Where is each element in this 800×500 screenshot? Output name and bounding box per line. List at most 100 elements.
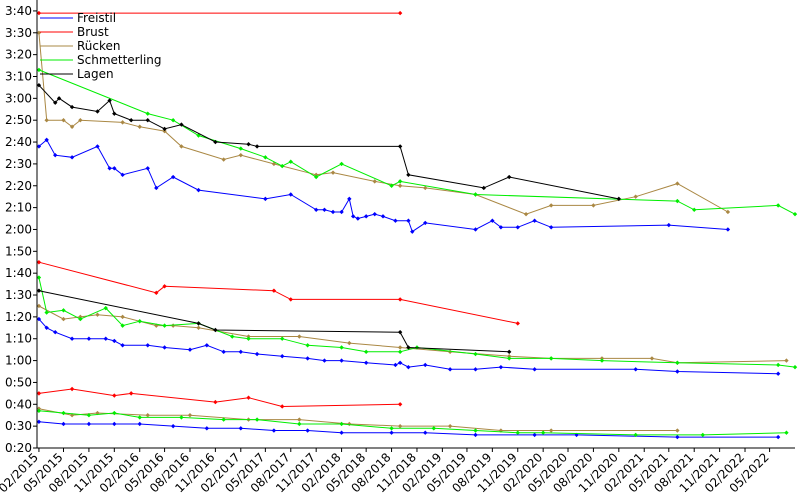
data-point [36, 419, 42, 424]
data-point [61, 117, 66, 123]
data-point [397, 345, 403, 350]
data-point [238, 152, 243, 158]
data-point [633, 367, 638, 372]
data-point [675, 198, 680, 204]
data-point [95, 312, 100, 317]
data-point [515, 430, 520, 435]
data-point [363, 360, 369, 365]
data-point [473, 432, 478, 438]
data-point [498, 225, 504, 230]
y-tick-label: 3:10 [5, 69, 32, 83]
data-point [355, 216, 361, 221]
data-point [44, 325, 49, 331]
data-point [69, 124, 75, 129]
data-point [313, 174, 319, 180]
data-point [473, 351, 478, 357]
data-point [69, 386, 75, 392]
y-tick-label: 1:30 [5, 288, 32, 302]
data-point [36, 288, 42, 293]
data-point [154, 290, 159, 296]
data-point [389, 183, 394, 188]
y-tick-label: 1:10 [5, 332, 32, 346]
data-point [305, 428, 310, 433]
series-line [38, 277, 796, 368]
data-point [523, 211, 529, 217]
data-point [36, 10, 42, 16]
data-point [112, 338, 117, 344]
data-point [633, 194, 638, 199]
data-point [389, 426, 394, 431]
series-4 [36, 83, 622, 355]
data-point [271, 428, 277, 433]
data-point [784, 358, 789, 363]
data-point [187, 413, 193, 418]
data-point [397, 297, 403, 302]
data-point [548, 428, 554, 433]
data-point [532, 367, 537, 372]
data-point [616, 196, 622, 202]
data-point [288, 192, 293, 197]
data-point [246, 142, 251, 147]
legend-label: Lagen [77, 67, 114, 81]
data-point [145, 413, 150, 418]
data-point [675, 369, 680, 374]
data-point [288, 297, 293, 302]
data-point [548, 356, 554, 361]
data-point [280, 336, 285, 341]
data-point [792, 364, 798, 370]
data-point [473, 227, 478, 232]
data-point [397, 329, 403, 335]
series-line [38, 388, 401, 408]
data-point [339, 430, 344, 435]
data-point [649, 356, 655, 361]
data-point [95, 109, 100, 114]
data-point [675, 360, 680, 365]
data-point [297, 421, 302, 427]
data-point [238, 146, 243, 151]
data-point [397, 360, 403, 365]
data-point [784, 430, 789, 435]
data-point [254, 144, 260, 149]
data-point [179, 415, 184, 420]
data-point [380, 214, 386, 219]
data-point [397, 402, 403, 407]
data-point [170, 174, 176, 180]
series-line [38, 32, 729, 215]
data-point [61, 421, 66, 427]
data-point [372, 211, 377, 217]
data-point [431, 426, 437, 431]
data-point [162, 345, 167, 350]
data-point [633, 432, 638, 438]
data-point [280, 404, 285, 409]
data-point [86, 413, 92, 418]
data-point [347, 340, 352, 346]
data-point [305, 343, 310, 348]
data-point [107, 166, 112, 171]
data-point [410, 229, 415, 234]
data-point [423, 220, 428, 226]
data-point [339, 358, 344, 363]
data-point [692, 207, 697, 212]
y-tick-label: 3:00 [5, 91, 32, 105]
data-point [280, 163, 285, 169]
data-point [36, 275, 42, 280]
data-point [339, 345, 344, 350]
data-point [112, 410, 117, 416]
data-point [36, 316, 42, 322]
data-point [112, 111, 117, 116]
data-point [473, 367, 478, 372]
data-point [506, 349, 512, 355]
data-point [397, 10, 403, 16]
data-point [675, 181, 680, 186]
data-point [36, 144, 42, 149]
data-point [406, 345, 411, 350]
data-point [288, 159, 293, 164]
data-point [53, 152, 58, 158]
data-point [423, 185, 428, 191]
data-point [213, 327, 218, 333]
y-tick-label: 1:00 [5, 354, 32, 368]
data-point [137, 421, 142, 427]
data-point [246, 395, 251, 400]
data-point [86, 421, 92, 427]
